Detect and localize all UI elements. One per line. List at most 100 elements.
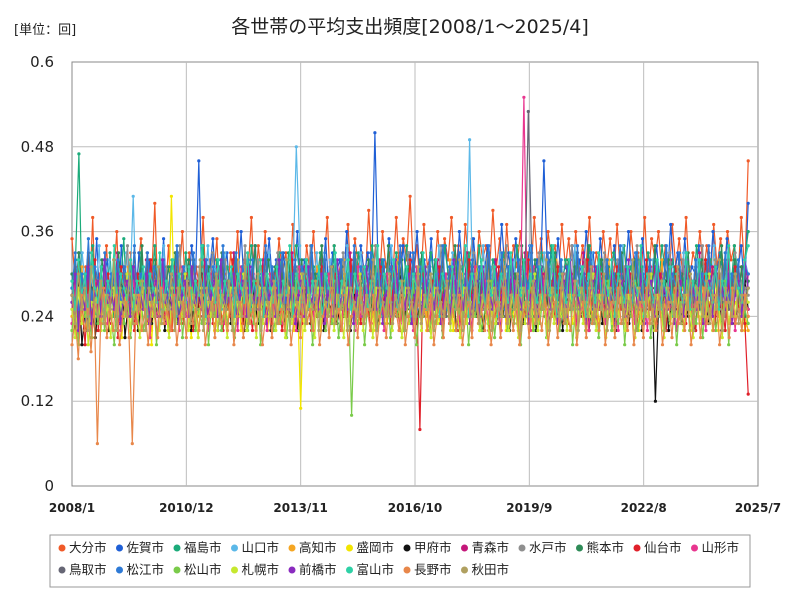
data-point: [615, 314, 619, 318]
data-point: [185, 279, 189, 283]
data-point: [140, 279, 145, 283]
data-point: [733, 265, 737, 269]
data-point: [322, 321, 326, 326]
data-point: [691, 279, 695, 283]
data-point: [542, 159, 546, 163]
data-point: [514, 237, 518, 241]
data-point: [432, 343, 436, 347]
data-point: [291, 286, 295, 290]
data-point: [138, 336, 142, 340]
data-point: [500, 251, 504, 255]
data-point: [201, 215, 205, 220]
data-point: [182, 265, 186, 269]
data-point: [411, 251, 415, 255]
data-point: [512, 307, 516, 311]
data-point: [714, 265, 718, 269]
data-point: [541, 307, 545, 311]
data-point: [413, 336, 417, 340]
data-point: [112, 343, 116, 347]
data-point: [720, 244, 724, 248]
data-point: [499, 272, 503, 276]
data-point: [418, 427, 422, 432]
data-point: [359, 321, 363, 326]
data-point: [225, 336, 229, 340]
data-point: [608, 237, 612, 241]
data-point: [477, 244, 481, 248]
data-point: [429, 336, 433, 340]
data-point: [525, 300, 529, 304]
data-point: [206, 343, 211, 347]
data-point: [610, 328, 614, 333]
data-point: [616, 272, 620, 276]
data-point: [205, 258, 209, 262]
data-point: [463, 222, 467, 227]
data-point: [356, 336, 360, 340]
data-point: [526, 109, 530, 114]
data-point: [180, 336, 185, 340]
data-point: [540, 328, 544, 333]
data-point: [700, 258, 704, 262]
data-point: [720, 279, 724, 283]
data-point: [163, 328, 167, 333]
data-point: [263, 230, 267, 234]
data-point: [201, 328, 205, 333]
data-point: [187, 251, 191, 255]
data-point: [270, 336, 274, 340]
data-point: [467, 258, 471, 262]
data-point: [317, 265, 321, 269]
data-point: [587, 215, 592, 220]
legend-label: 甲府市: [414, 540, 452, 555]
data-point: [429, 272, 433, 276]
data-point: [387, 237, 391, 241]
data-point: [224, 307, 228, 311]
data-point: [167, 244, 171, 248]
data-point: [231, 258, 235, 262]
data-point: [733, 328, 737, 333]
data-point: [699, 336, 703, 340]
data-point: [556, 237, 560, 241]
data-point: [653, 399, 658, 403]
y-axis-ticks: 0 0.12 0.24 0.36 0.48 0.6: [21, 53, 54, 495]
legend-marker: [288, 566, 296, 574]
data-point: [89, 251, 94, 255]
data-point: [500, 222, 504, 227]
data-point: [76, 272, 80, 276]
data-point: [628, 307, 632, 311]
data-point: [677, 251, 681, 255]
data-point: [243, 244, 247, 248]
data-point: [145, 251, 150, 255]
data-point: [216, 258, 220, 262]
data-point: [115, 230, 119, 234]
data-point: [173, 328, 177, 333]
data-point: [426, 307, 430, 311]
data-point: [497, 265, 501, 269]
data-point: [336, 293, 340, 297]
data-point: [448, 258, 452, 262]
data-point: [528, 272, 533, 276]
data-point: [146, 343, 150, 347]
data-point: [327, 272, 331, 276]
data-point: [697, 244, 701, 248]
data-point: [205, 286, 209, 290]
data-point: [736, 286, 741, 290]
data-point: [442, 314, 446, 318]
data-point: [178, 244, 182, 248]
data-point: [128, 272, 132, 276]
data-point: [615, 265, 619, 269]
data-point: [125, 244, 130, 248]
data-point: [250, 328, 255, 333]
data-point: [131, 321, 135, 326]
data-point: [649, 336, 653, 340]
legend-label: 水戸市: [529, 540, 567, 555]
data-point: [280, 328, 284, 333]
data-point: [490, 328, 494, 333]
data-point: [118, 286, 122, 290]
data-point: [73, 321, 77, 326]
data-point: [112, 258, 116, 262]
data-point: [281, 279, 285, 283]
data-point: [259, 258, 263, 262]
data-point: [518, 343, 522, 347]
data-point: [169, 272, 173, 276]
data-point: [737, 321, 741, 326]
data-point: [363, 343, 367, 347]
